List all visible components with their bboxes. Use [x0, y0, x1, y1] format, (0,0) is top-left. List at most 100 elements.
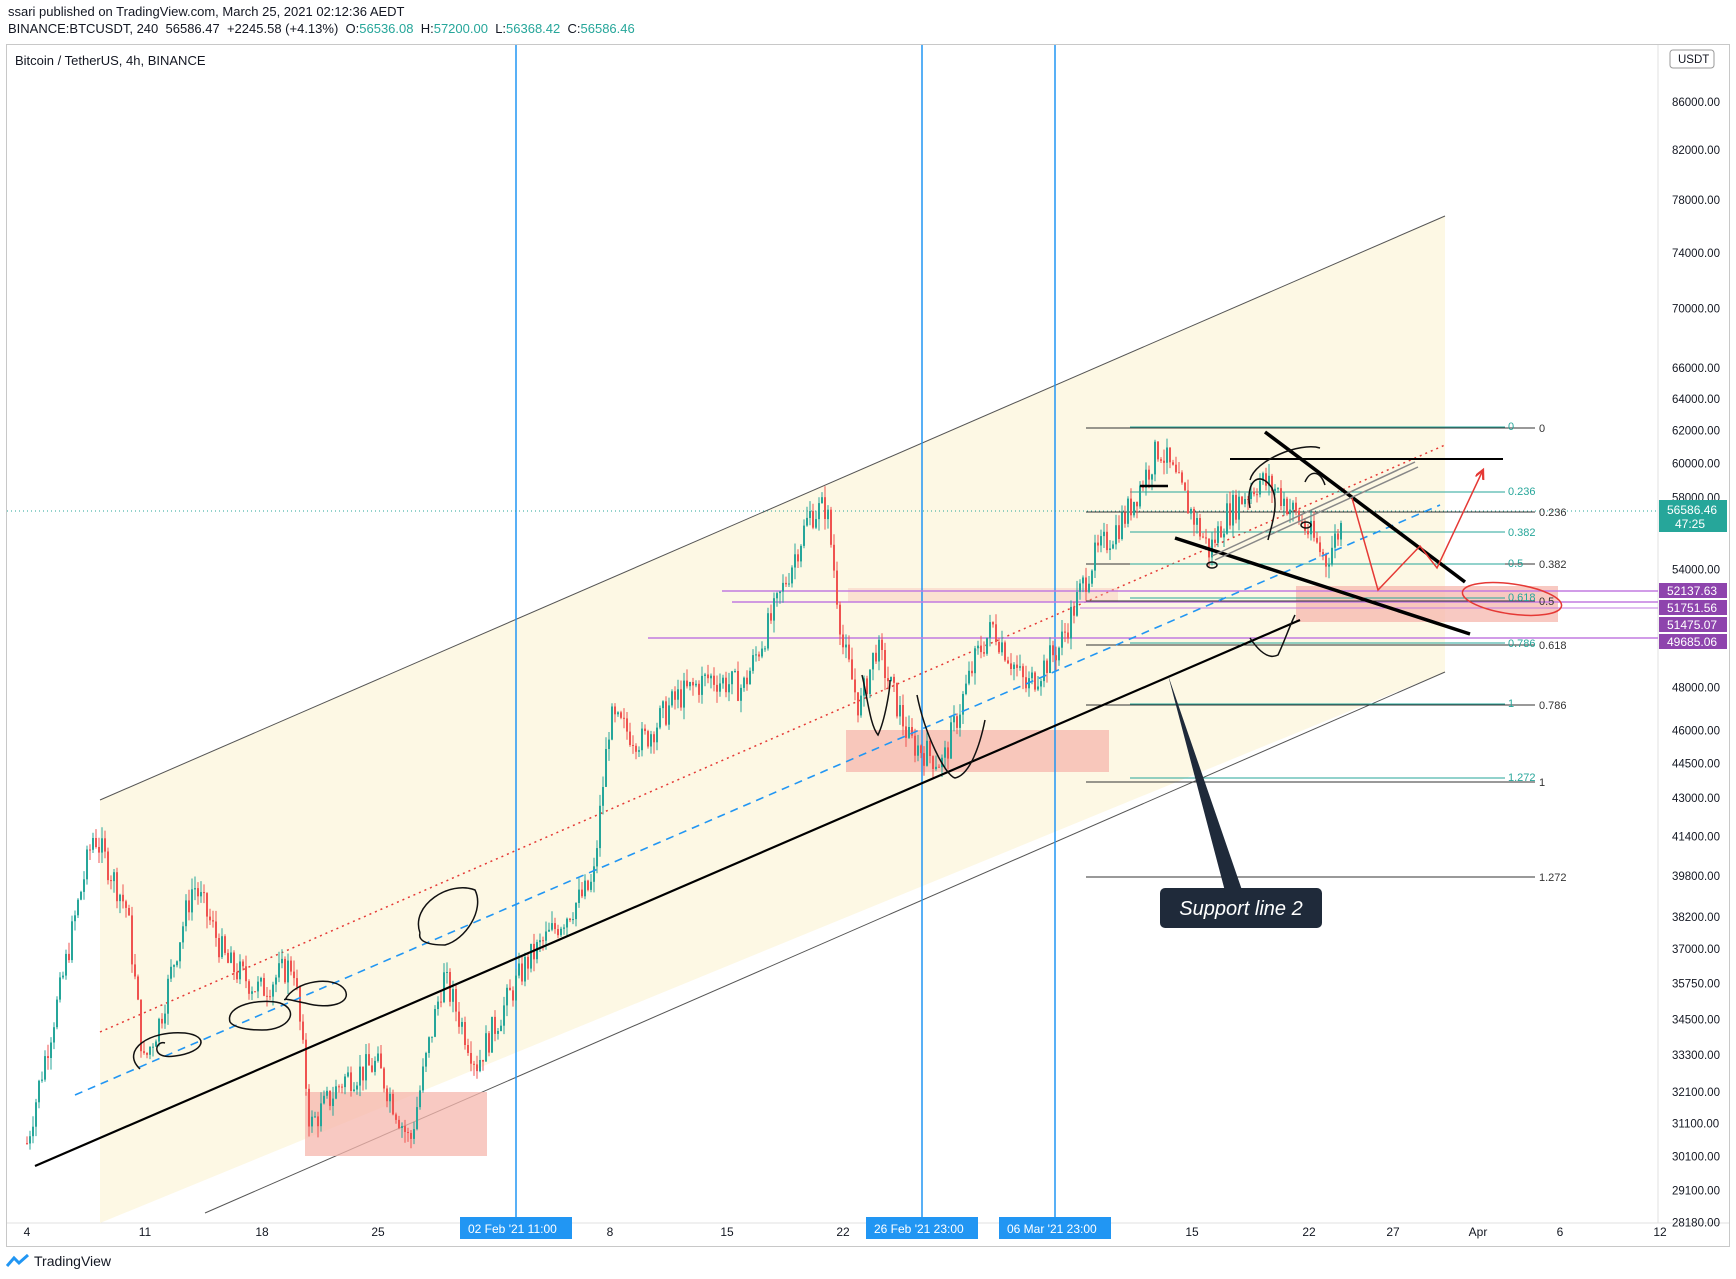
candle-body [908, 727, 910, 738]
candle-body [545, 931, 547, 941]
candle-body [767, 613, 769, 649]
fib2-label: 0.5 [1508, 558, 1523, 570]
candle-body [665, 701, 667, 725]
candle-body [911, 727, 913, 736]
vline-label: 26 Feb '21 23:00 [874, 1222, 964, 1236]
candle-body [845, 644, 847, 648]
candle-body [1016, 664, 1018, 668]
candle-body [302, 1021, 304, 1040]
candle-body [1121, 512, 1123, 539]
candle-body [1205, 537, 1207, 539]
candle-body [1271, 475, 1273, 491]
candle-body [137, 976, 139, 1000]
candle-body [818, 503, 820, 520]
candle-body [1304, 522, 1306, 531]
y-tick-label: 35750.00 [1672, 979, 1720, 991]
y-tick-label: 86000.00 [1672, 97, 1720, 109]
y-tick-label: 28180.00 [1672, 1218, 1720, 1230]
candle-body [176, 961, 178, 966]
candle-body [971, 670, 973, 674]
candle-body [377, 1053, 379, 1061]
fib1-label: 1.272 [1539, 872, 1567, 884]
candle-body [500, 1025, 502, 1031]
y-tick-label: 39800.00 [1672, 871, 1720, 883]
candle-body [518, 963, 520, 976]
candle-body [452, 989, 454, 1002]
candle-body [788, 583, 790, 585]
candle-body [515, 975, 517, 1001]
candle-body [110, 880, 112, 882]
candle-body [974, 648, 976, 674]
x-tick-label: 22 [1302, 1225, 1316, 1239]
candle-body [353, 1089, 355, 1091]
candle-body [713, 675, 715, 685]
blue-dashed-trend [74, 504, 1441, 1096]
y-tick-label: 29100.00 [1672, 1185, 1720, 1197]
candle-body [152, 1046, 154, 1048]
candle-body [779, 591, 781, 594]
candle-body [1313, 520, 1315, 538]
candle-body [26, 1143, 28, 1145]
candle-body [1244, 499, 1246, 505]
candle-body [554, 923, 556, 930]
chart-frame [6, 44, 1730, 1247]
candle-body [1058, 647, 1060, 661]
candle-body [548, 929, 550, 932]
candle-body [368, 1054, 370, 1066]
y-tick-label: 37000.00 [1672, 944, 1720, 956]
candle-body [164, 1013, 166, 1024]
candle-body [626, 718, 628, 732]
candle-body [80, 891, 82, 900]
grey-parallel-2 [1211, 461, 1416, 557]
candle-body [878, 639, 880, 662]
candle-body [392, 1093, 394, 1115]
currency-badge[interactable] [1669, 49, 1715, 69]
candle-body [1130, 498, 1132, 516]
candle-body [236, 972, 238, 980]
candle-body [1010, 663, 1012, 669]
candle-body [359, 1066, 361, 1086]
time-axis[interactable]: 4 11 18 25 8 15 22 15 22 27 Apr 6 12 [24, 1225, 1667, 1239]
candle-body [995, 624, 997, 642]
candle-body [1127, 498, 1129, 524]
open-label: O: [345, 21, 360, 36]
candle-body [722, 677, 724, 684]
candle-body [848, 644, 850, 660]
low-label: L: [495, 21, 507, 36]
candle-body [446, 972, 448, 973]
callout-box[interactable] [1160, 888, 1322, 928]
candle-body [1220, 526, 1222, 538]
candle-body [167, 978, 169, 1014]
tradingview-footer[interactable]: TradingView [6, 1253, 111, 1269]
fib1-label: 0.5 [1539, 596, 1554, 608]
candle-body [413, 1129, 415, 1139]
candle-body [317, 1116, 319, 1127]
candle-body [578, 889, 580, 903]
candle-body [173, 965, 175, 967]
candle-body [920, 745, 922, 754]
vline-label: 02 Feb '21 11:00 [468, 1222, 557, 1236]
candle-body [1034, 672, 1036, 690]
candle-body [1226, 503, 1228, 534]
candle-body [197, 888, 199, 897]
candle-body [710, 675, 712, 679]
candle-body [962, 694, 964, 715]
candle-body [1190, 509, 1192, 514]
candle-body [1322, 552, 1324, 555]
candle-body [437, 1001, 439, 1009]
candle-body [296, 978, 298, 987]
y-tick-label: 44500.00 [1672, 759, 1720, 771]
candle-body [149, 1046, 151, 1055]
y-tick-label: 38200.00 [1672, 912, 1720, 924]
candle-body [671, 691, 673, 706]
price-axis[interactable]: 86000.00 82000.00 78000.00 74000.00 70000.00… [1672, 97, 1720, 1230]
candle-body [350, 1072, 352, 1091]
candle-body [785, 582, 787, 585]
candle-body [764, 648, 766, 650]
high-value: 57200.00 [433, 21, 488, 36]
candle-body [956, 716, 958, 728]
fib1-label: 0.786 [1539, 700, 1567, 712]
candle-body [410, 1133, 412, 1139]
candle-body [1133, 501, 1135, 516]
